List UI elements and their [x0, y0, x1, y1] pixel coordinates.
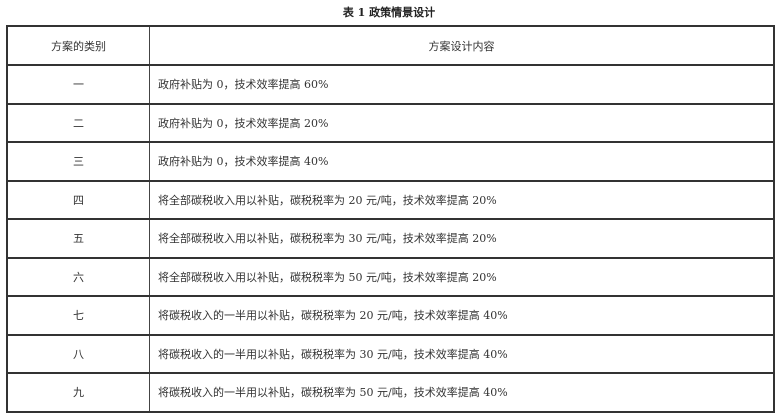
scenario-content: 将全部碳税收入用以补贴，碳税税率为 20 元/吨，技术效率提高 20%: [149, 180, 775, 220]
scenario-category: 八: [6, 334, 150, 374]
scenario-content: 将碳税收入的一半用以补贴，碳税税率为 20 元/吨，技术效率提高 40%: [149, 295, 775, 335]
table-row: 二政府补贴为 0，技术效率提高 20%: [6, 103, 775, 143]
policy-scenario-table: 方案的类别 方案设计内容 一政府补贴为 0，技术效率提高 60% 二政府补贴为 0…: [6, 25, 775, 413]
table-row: 一政府补贴为 0，技术效率提高 60%: [6, 64, 775, 104]
scenario-content: 将全部碳税收入用以补贴，碳税税率为 50 元/吨，技术效率提高 20%: [149, 257, 775, 297]
scenario-category: 七: [6, 295, 150, 335]
scenario-content: 政府补贴为 0，技术效率提高 60%: [149, 64, 775, 104]
scenario-content: 将全部碳税收入用以补贴，碳税税率为 30 元/吨，技术效率提高 20%: [149, 218, 775, 258]
table-row: 八将碳税收入的一半用以补贴，碳税税率为 30 元/吨，技术效率提高 40%: [6, 334, 775, 374]
table-row: 五将全部碳税收入用以补贴，碳税税率为 30 元/吨，技术效率提高 20%: [6, 218, 775, 258]
table-row: 七将碳税收入的一半用以补贴，碳税税率为 20 元/吨，技术效率提高 40%: [6, 295, 775, 335]
scenario-category: 四: [6, 180, 150, 220]
scenario-category: 九: [6, 372, 150, 412]
scenario-content: 将碳税收入的一半用以补贴，碳税税率为 50 元/吨，技术效率提高 40%: [149, 372, 775, 412]
table-row: 六将全部碳税收入用以补贴，碳税税率为 50 元/吨，技术效率提高 20%: [6, 257, 775, 297]
table-header-row: 方案的类别 方案设计内容: [6, 25, 775, 66]
scenario-content: 政府补贴为 0，技术效率提高 20%: [149, 103, 775, 143]
scenario-category: 五: [6, 218, 150, 258]
table-caption: 表 1 政策情景设计: [342, 6, 436, 19]
table-row: 三政府补贴为 0，技术效率提高 40%: [6, 141, 775, 181]
scenario-category: 三: [6, 141, 150, 181]
table-row: 九将碳税收入的一半用以补贴，碳税税率为 50 元/吨，技术效率提高 40%: [6, 372, 775, 412]
table-row: 四将全部碳税收入用以补贴，碳税税率为 20 元/吨，技术效率提高 20%: [6, 180, 775, 220]
scenario-category: 一: [6, 64, 150, 104]
scenario-category: 六: [6, 257, 150, 297]
scenario-content: 政府补贴为 0，技术效率提高 40%: [149, 141, 775, 181]
header-category: 方案的类别: [6, 25, 150, 66]
scenario-content: 将碳税收入的一半用以补贴，碳税税率为 30 元/吨，技术效率提高 40%: [149, 334, 775, 374]
header-content: 方案设计内容: [149, 25, 775, 66]
scenario-category: 二: [6, 103, 150, 143]
